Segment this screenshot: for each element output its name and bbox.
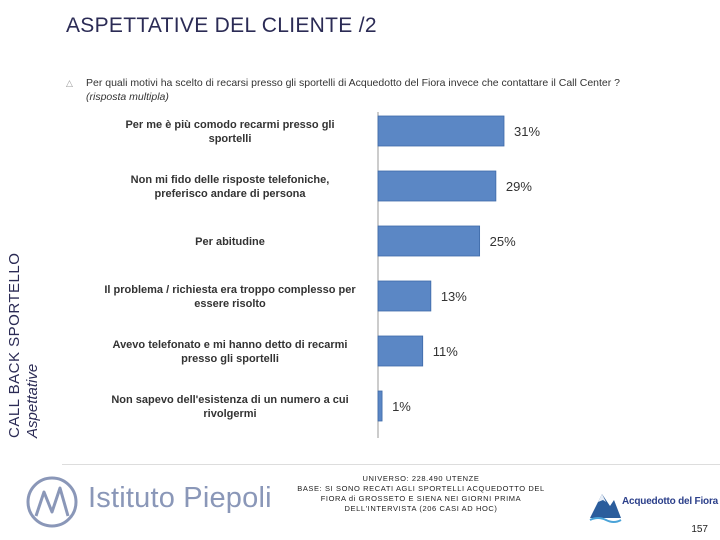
footnote: UNIVERSO: 228.490 UTENZE BASE: SI SONO R…: [276, 474, 566, 514]
question-note: (risposta multipla): [86, 91, 169, 103]
bullet-icon: △: [66, 78, 73, 88]
data-label: 25%: [490, 234, 516, 249]
question-text: △ Per quali motivi ha scelto di recarsi p…: [66, 76, 706, 104]
logo-acquedotto: Acquedotto del Fiora: [588, 484, 718, 524]
category-label-line: Non mi fido delle risposte telefoniche,: [131, 174, 330, 186]
footnote-line: DELL'INTERVISTA (206 CASI AD HOC): [344, 504, 498, 513]
bar: [377, 280, 432, 312]
category-label-line: Per me è più comodo recarmi presso gli: [125, 119, 334, 131]
footnote-line: BASE: SI SONO RECATI AGLI SPORTELLI ACQU…: [297, 484, 545, 493]
bar: [377, 335, 424, 367]
category-label: Il problema / richiesta era troppo compl…: [104, 284, 356, 310]
divider: [62, 464, 720, 465]
logo-istituto-piepoli: Istituto Piepoli: [22, 472, 272, 532]
data-label: 13%: [441, 289, 467, 304]
category-label: Non sapevo dell'esistenza di un numero a…: [111, 394, 348, 420]
footnote-line: FIORA di GROSSETO E SIENA NEI GIORNI PRI…: [320, 494, 522, 503]
side-caption-sub: Aspettative: [24, 363, 41, 438]
data-label: 29%: [506, 179, 532, 194]
side-band: CALL BACK SPORTELLO Aspettative: [0, 0, 62, 540]
category-label: Avevo telefonato e mi hanno detto di rec…: [113, 339, 348, 365]
data-label: 11%: [433, 344, 458, 359]
page-number: 157: [691, 524, 708, 535]
category-label-line: essere risolto: [194, 298, 266, 310]
category-label-line: Il problema / richiesta era troppo compl…: [104, 284, 356, 296]
side-caption: CALL BACK SPORTELLO Aspettative: [6, 38, 52, 438]
category-label-line: presso gli sportelli: [181, 353, 279, 365]
mountain-logo-icon: [589, 494, 622, 523]
category-label: Per me è più comodo recarmi presso gli sp…: [125, 119, 334, 145]
bar-chart: 31% Per me è più comodo recarmi presso gl…: [104, 112, 540, 438]
category-label-line: rivolgermi: [203, 408, 256, 420]
piepoli-logo-icon: [26, 476, 78, 528]
category-label-line: Avevo telefonato e mi hanno detto di rec…: [113, 339, 348, 351]
question-line: Per quali motivi ha scelto di recarsi pr…: [86, 77, 621, 89]
category-label: Per abitudine: [195, 236, 265, 248]
data-label: 31%: [514, 124, 540, 139]
category-label: Non mi fido delle risposte telefoniche, p…: [131, 174, 330, 200]
category-label-line: sportelli: [209, 133, 252, 145]
logo-right-text: Acquedotto del Fiora: [622, 496, 719, 507]
logo-text: Istituto Piepoli: [88, 482, 272, 514]
bar: [377, 225, 481, 257]
category-label-line: Non sapevo dell'esistenza di un numero a…: [111, 394, 348, 406]
category-label-line: Per abitudine: [195, 236, 265, 248]
bar: [377, 170, 497, 202]
bar: [377, 115, 505, 147]
side-caption-main: CALL BACK SPORTELLO: [6, 252, 23, 438]
category-label-line: preferisco andare di persona: [155, 188, 307, 200]
footnote-line: UNIVERSO: 228.490 UTENZE: [362, 474, 480, 483]
page-title: ASPETTATIVE DEL CLIENTE /2: [66, 14, 377, 37]
data-label: 1%: [392, 399, 411, 414]
bar: [377, 390, 383, 422]
